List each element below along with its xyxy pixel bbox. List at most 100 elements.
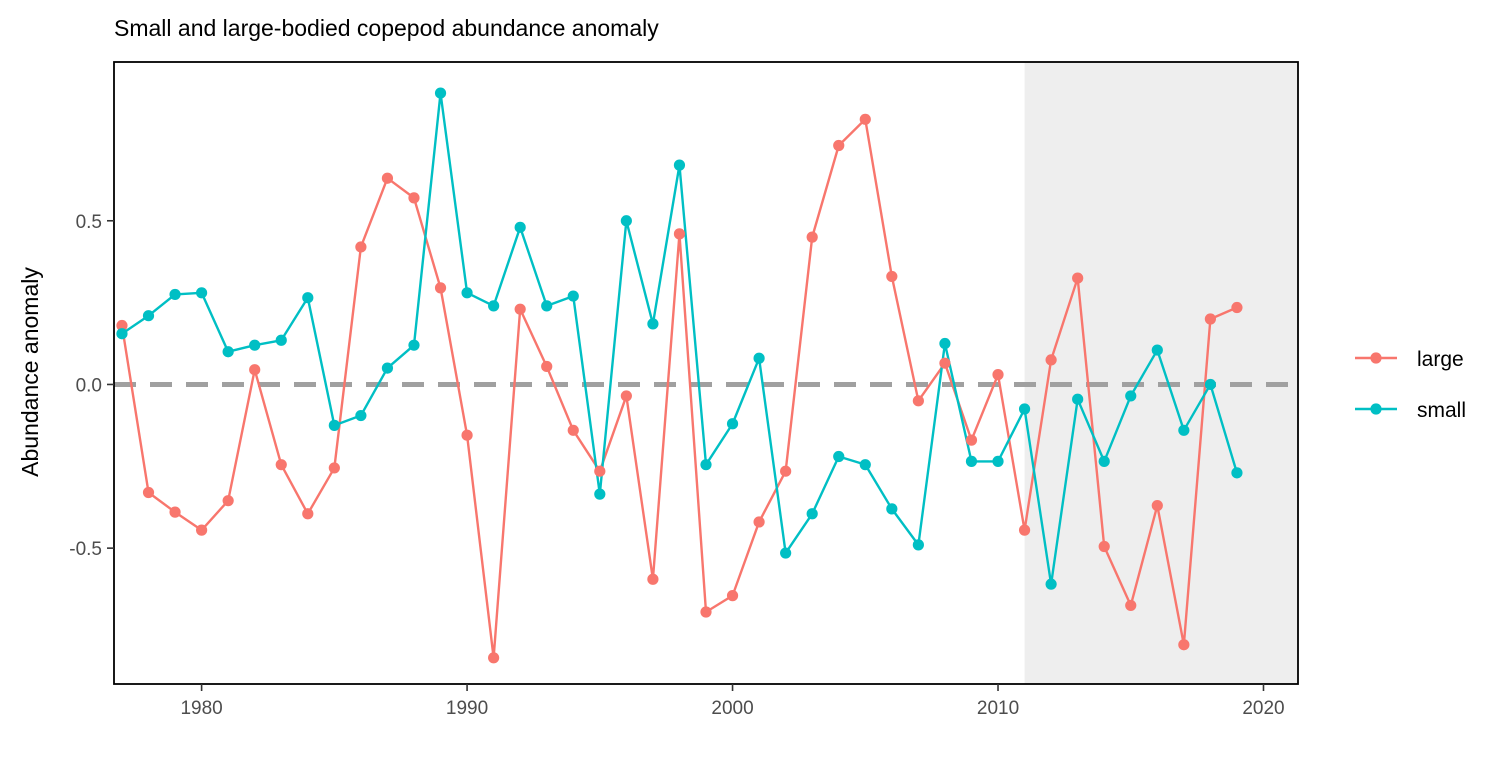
data-point-small: [355, 409, 367, 422]
data-point-small: [780, 547, 792, 559]
x-tick-label: 1980: [180, 698, 222, 719]
data-point-large: [461, 429, 473, 441]
legend: large small: [1355, 348, 1466, 422]
data-point-large: [992, 369, 1004, 381]
x-tick-label: 2020: [1242, 698, 1284, 719]
data-point-large: [328, 462, 340, 474]
data-point-large: [1151, 499, 1163, 512]
data-point-large: [806, 231, 818, 243]
data-point-small: [1151, 344, 1163, 356]
data-point-large: [541, 360, 553, 373]
data-point-small: [488, 300, 500, 312]
data-point-small: [461, 287, 473, 299]
data-point-large: [381, 172, 394, 184]
data-point-large: [275, 459, 287, 471]
x-tick-label: 1990: [446, 698, 488, 719]
data-point-small: [833, 450, 845, 463]
plot-border: [113, 61, 1299, 685]
data-point-small: [381, 362, 394, 374]
data-point-large: [700, 606, 712, 618]
y-axis-label: Abundance anomaly: [17, 267, 43, 477]
data-point-large: [673, 228, 686, 240]
data-point-small: [806, 508, 818, 520]
data-point-small: [673, 159, 686, 171]
data-point-large: [1045, 354, 1057, 366]
data-point-small: [275, 334, 287, 346]
data-point-large: [1018, 524, 1031, 536]
data-point-small: [726, 418, 739, 430]
data-point-small: [142, 310, 155, 322]
data-point-small: [328, 419, 340, 431]
data-point-large: [1231, 301, 1243, 314]
data-point-large: [488, 652, 500, 664]
data-point-large: [302, 508, 314, 520]
data-point-small: [1098, 455, 1110, 467]
data-point-large: [1204, 313, 1216, 325]
data-point-large: [169, 506, 181, 518]
axes: 1980 1990 2000 2010 2020 -0.5 0.0 0.5: [69, 61, 1299, 719]
legend-key-point-large: [1370, 352, 1382, 364]
data-point-small: [594, 488, 606, 500]
data-point-large: [753, 516, 765, 528]
data-point-small: [567, 290, 579, 302]
y-tick-label: -0.5: [69, 539, 102, 560]
data-point-small: [1204, 378, 1216, 391]
data-point-large: [1072, 272, 1084, 284]
data-point-large: [222, 495, 234, 507]
x-tick-label: 2010: [977, 698, 1019, 719]
data-point-small: [912, 539, 924, 551]
data-point-small: [434, 87, 447, 99]
data-point-small: [647, 318, 659, 330]
data-point-small: [169, 288, 181, 301]
data-point-small: [700, 459, 712, 471]
data-point-small: [116, 328, 128, 340]
legend-label-small: small: [1417, 399, 1466, 422]
data-point-small: [302, 292, 314, 304]
data-point-small: [1231, 467, 1243, 479]
shaded-region: [1024, 62, 1298, 684]
data-point-large: [434, 282, 447, 294]
data-point-large: [965, 434, 978, 446]
data-point-large: [886, 270, 898, 283]
legend-label-large: large: [1417, 348, 1464, 371]
data-point-large: [408, 192, 420, 204]
data-point-small: [1125, 390, 1137, 402]
data-point-small: [541, 300, 553, 312]
data-point-small: [1178, 424, 1190, 436]
data-point-small: [992, 455, 1004, 467]
data-point-small: [1018, 403, 1031, 415]
data-point-large: [355, 241, 367, 253]
data-point-small: [1072, 393, 1084, 405]
data-point-small: [859, 459, 871, 471]
x-tick-label: 2000: [711, 698, 753, 719]
data-point-large: [912, 395, 924, 407]
data-point-large: [859, 113, 871, 125]
data-point-large: [1178, 639, 1190, 651]
data-point-large: [1098, 540, 1110, 553]
data-point-large: [833, 139, 845, 152]
data-point-large: [196, 524, 208, 536]
data-point-large: [514, 303, 526, 315]
data-point-large: [647, 573, 659, 585]
data-point-small: [514, 221, 526, 233]
data-point-small: [620, 215, 632, 227]
data-point-small: [249, 339, 261, 351]
data-point-small: [196, 287, 208, 299]
data-point-large: [142, 486, 155, 499]
y-tick-label: 0.0: [76, 375, 102, 396]
data-point-small: [408, 339, 420, 351]
data-point-small: [886, 503, 898, 515]
plot-area: [114, 62, 1298, 684]
data-point-large: [620, 390, 632, 402]
data-point-large: [726, 590, 739, 602]
data-point-large: [780, 465, 792, 477]
data-point-large: [249, 364, 261, 376]
data-point-small: [965, 455, 978, 467]
data-point-large: [116, 319, 128, 332]
data-point-small: [222, 346, 234, 358]
data-point-small: [1045, 578, 1057, 590]
legend-key-point-small: [1370, 403, 1382, 415]
y-tick-label: 0.5: [76, 212, 102, 233]
